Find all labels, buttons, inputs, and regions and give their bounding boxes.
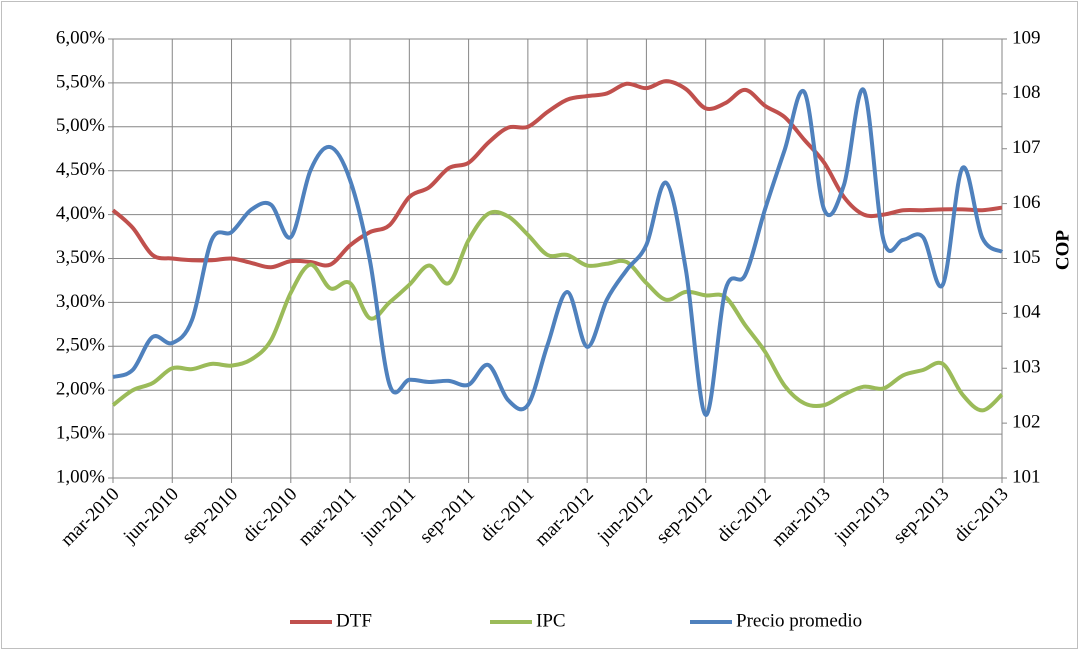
y2-tick-label: 106 xyxy=(1012,192,1041,213)
y-tick-label: 4,50% xyxy=(56,159,105,180)
y-tick-label: 6,00% xyxy=(56,27,105,48)
y2-tick-label: 108 xyxy=(1012,82,1041,103)
y-tick-label: 4,00% xyxy=(56,203,105,224)
legend-label: IPC xyxy=(536,610,566,631)
series-line xyxy=(112,87,1004,417)
y2-tick-label: 107 xyxy=(1012,137,1041,158)
y-tick-label: 3,00% xyxy=(56,291,105,312)
series-line xyxy=(111,209,1004,413)
y2-tick-label: 105 xyxy=(1012,247,1041,268)
legend-label: DTF xyxy=(336,610,372,631)
y2-tick-label: 102 xyxy=(1012,411,1041,432)
y-tick-label: 3,50% xyxy=(56,247,105,268)
y2-tick-label: 109 xyxy=(1012,27,1041,48)
y2-tick-label: 103 xyxy=(1012,357,1041,378)
y2-axis-label: COP xyxy=(1052,230,1073,271)
y-tick-label: 1,00% xyxy=(56,466,105,487)
series-line xyxy=(111,79,1003,270)
y-tick-label: 1,50% xyxy=(56,422,105,443)
y-tick-label: 5,00% xyxy=(56,115,105,136)
y2-tick-label: 104 xyxy=(1012,302,1041,323)
y-tick-label: 2,50% xyxy=(56,335,105,356)
y2-tick-label: 101 xyxy=(1012,466,1041,487)
y-tick-label: 2,00% xyxy=(56,379,105,400)
y-tick-label: 5,50% xyxy=(56,71,105,92)
legend-label: Precio promedio xyxy=(736,610,862,631)
